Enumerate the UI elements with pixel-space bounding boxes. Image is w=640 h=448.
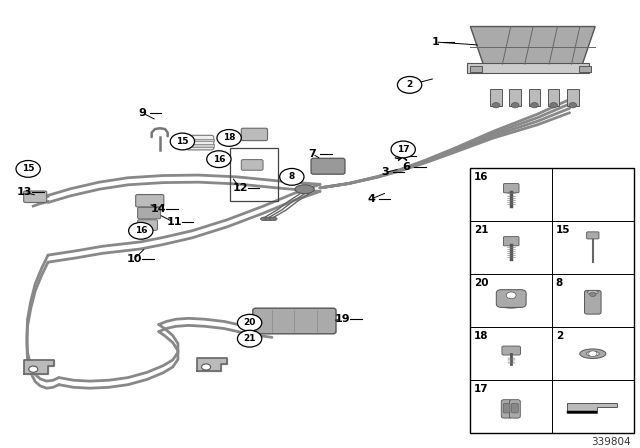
FancyBboxPatch shape xyxy=(587,232,599,239)
FancyBboxPatch shape xyxy=(511,403,518,413)
FancyBboxPatch shape xyxy=(138,220,157,230)
Ellipse shape xyxy=(260,217,268,220)
Text: 19: 19 xyxy=(335,314,350,324)
Ellipse shape xyxy=(269,217,277,220)
Text: 16: 16 xyxy=(212,155,225,164)
Text: 21: 21 xyxy=(243,334,256,343)
Circle shape xyxy=(237,330,262,347)
Circle shape xyxy=(589,292,596,297)
FancyBboxPatch shape xyxy=(253,308,336,334)
Ellipse shape xyxy=(265,217,273,220)
FancyBboxPatch shape xyxy=(136,194,164,207)
Ellipse shape xyxy=(295,185,314,194)
Text: 339804: 339804 xyxy=(591,437,630,447)
Bar xyxy=(490,89,502,106)
Circle shape xyxy=(170,133,195,150)
Text: 5: 5 xyxy=(393,151,401,161)
Text: 20: 20 xyxy=(243,318,256,327)
Text: 2: 2 xyxy=(406,80,413,90)
Text: 12: 12 xyxy=(232,183,248,193)
Circle shape xyxy=(207,151,231,168)
Text: 15: 15 xyxy=(22,164,35,173)
FancyBboxPatch shape xyxy=(504,184,519,193)
Bar xyxy=(579,66,591,72)
Text: 17: 17 xyxy=(397,145,410,154)
Polygon shape xyxy=(24,360,54,374)
Text: 1: 1 xyxy=(431,37,439,47)
FancyBboxPatch shape xyxy=(502,346,520,355)
Text: 10: 10 xyxy=(127,254,142,264)
Polygon shape xyxy=(467,63,589,73)
Bar xyxy=(230,148,278,201)
FancyBboxPatch shape xyxy=(509,400,520,418)
Bar xyxy=(529,89,540,106)
Ellipse shape xyxy=(580,349,606,358)
Circle shape xyxy=(217,129,241,146)
Text: 18: 18 xyxy=(223,134,236,142)
Text: 11: 11 xyxy=(166,217,182,228)
Text: 3: 3 xyxy=(381,168,389,177)
Bar xyxy=(509,89,521,106)
Text: 16: 16 xyxy=(134,226,147,235)
Circle shape xyxy=(569,103,577,108)
Bar xyxy=(567,89,579,106)
Circle shape xyxy=(531,103,538,108)
FancyBboxPatch shape xyxy=(501,400,512,418)
Text: 21: 21 xyxy=(474,224,489,235)
Polygon shape xyxy=(566,411,597,413)
FancyBboxPatch shape xyxy=(504,403,510,413)
Circle shape xyxy=(280,168,304,185)
Text: 8: 8 xyxy=(289,172,295,181)
Circle shape xyxy=(16,160,40,177)
Text: 8: 8 xyxy=(556,278,563,288)
Text: 9: 9 xyxy=(138,108,146,118)
Text: 20: 20 xyxy=(474,278,489,288)
FancyBboxPatch shape xyxy=(311,158,345,174)
Circle shape xyxy=(492,103,500,108)
Text: 13: 13 xyxy=(17,187,32,197)
FancyBboxPatch shape xyxy=(496,290,526,307)
FancyBboxPatch shape xyxy=(241,128,268,141)
Bar xyxy=(470,66,482,72)
Circle shape xyxy=(129,222,153,239)
Text: 4: 4 xyxy=(367,194,375,204)
Bar xyxy=(186,144,214,146)
Ellipse shape xyxy=(587,291,598,294)
Text: 18: 18 xyxy=(474,331,489,341)
Text: 17: 17 xyxy=(474,384,489,394)
Circle shape xyxy=(29,366,38,372)
Text: 14: 14 xyxy=(151,204,166,214)
Polygon shape xyxy=(197,358,227,371)
FancyBboxPatch shape xyxy=(138,207,161,219)
Polygon shape xyxy=(566,402,617,413)
Text: 15: 15 xyxy=(176,137,189,146)
Circle shape xyxy=(391,141,415,158)
Bar xyxy=(470,168,634,433)
Ellipse shape xyxy=(500,302,523,308)
Text: 7: 7 xyxy=(308,149,316,159)
Text: 16: 16 xyxy=(474,172,489,181)
Text: 6: 6 xyxy=(403,162,410,172)
FancyBboxPatch shape xyxy=(504,237,519,246)
Ellipse shape xyxy=(586,351,599,356)
Circle shape xyxy=(202,364,211,370)
Text: 2: 2 xyxy=(556,331,563,341)
Circle shape xyxy=(589,351,597,357)
Bar xyxy=(548,89,559,106)
Circle shape xyxy=(550,103,557,108)
Circle shape xyxy=(506,292,516,299)
Text: 15: 15 xyxy=(556,224,570,235)
Circle shape xyxy=(511,103,519,108)
Circle shape xyxy=(397,77,422,93)
FancyBboxPatch shape xyxy=(241,159,263,170)
Circle shape xyxy=(237,314,262,331)
FancyBboxPatch shape xyxy=(584,290,601,314)
Bar xyxy=(186,138,214,141)
FancyBboxPatch shape xyxy=(186,135,214,150)
FancyBboxPatch shape xyxy=(24,191,47,202)
Polygon shape xyxy=(470,26,595,64)
